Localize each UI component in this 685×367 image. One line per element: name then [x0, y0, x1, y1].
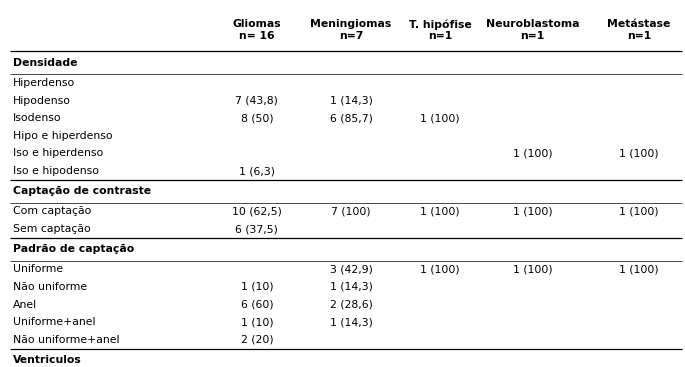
Text: Com captação: Com captação [13, 206, 91, 217]
Text: Padrão de captação: Padrão de captação [13, 244, 134, 254]
Text: 2 (28,6): 2 (28,6) [329, 299, 373, 310]
Text: Hipo e hiperdenso: Hipo e hiperdenso [13, 131, 112, 141]
Text: 7 (100): 7 (100) [332, 206, 371, 217]
Text: Iso e hiperdenso: Iso e hiperdenso [13, 148, 103, 159]
Text: 1 (10): 1 (10) [240, 282, 273, 292]
Text: 1 (10): 1 (10) [240, 317, 273, 327]
Text: 1 (6,3): 1 (6,3) [239, 166, 275, 176]
Text: Neuroblastoma
n=1: Neuroblastoma n=1 [486, 19, 580, 41]
Text: 6 (37,5): 6 (37,5) [236, 224, 278, 234]
Text: 1 (100): 1 (100) [619, 206, 658, 217]
Text: T. hipófise
n=1: T. hipófise n=1 [409, 19, 471, 41]
Text: 1 (100): 1 (100) [421, 206, 460, 217]
Text: 1 (100): 1 (100) [513, 206, 552, 217]
Text: Iso e hipodenso: Iso e hipodenso [13, 166, 99, 176]
Text: 1 (100): 1 (100) [619, 264, 658, 275]
Text: 6 (60): 6 (60) [240, 299, 273, 310]
Text: Hipodenso: Hipodenso [13, 95, 71, 106]
Text: Ventriculos: Ventriculos [13, 355, 82, 365]
Text: Isodenso: Isodenso [13, 113, 62, 123]
Text: Sem captação: Sem captação [13, 224, 91, 234]
Text: Densidade: Densidade [13, 58, 77, 68]
Text: Não uniforme+anel: Não uniforme+anel [13, 335, 119, 345]
Text: 8 (50): 8 (50) [240, 113, 273, 123]
Text: Metástase
n=1: Metástase n=1 [607, 19, 671, 41]
Text: 1 (100): 1 (100) [619, 148, 658, 159]
Text: 1 (14,3): 1 (14,3) [329, 317, 373, 327]
Text: 1 (14,3): 1 (14,3) [329, 95, 373, 106]
Text: 1 (100): 1 (100) [421, 264, 460, 275]
Text: Uniforme: Uniforme [13, 264, 63, 275]
Text: 10 (62,5): 10 (62,5) [232, 206, 282, 217]
Text: 7 (43,8): 7 (43,8) [236, 95, 278, 106]
Text: 1 (100): 1 (100) [513, 148, 552, 159]
Text: 1 (100): 1 (100) [421, 113, 460, 123]
Text: 6 (85,7): 6 (85,7) [329, 113, 373, 123]
Text: 1 (14,3): 1 (14,3) [329, 282, 373, 292]
Text: 1 (100): 1 (100) [513, 264, 552, 275]
Text: Captação de contraste: Captação de contraste [13, 186, 151, 196]
Text: 3 (42,9): 3 (42,9) [329, 264, 373, 275]
Text: Anel: Anel [13, 299, 37, 310]
Text: Uniforme+anel: Uniforme+anel [13, 317, 95, 327]
Text: Não uniforme: Não uniforme [13, 282, 87, 292]
Text: Gliomas
n= 16: Gliomas n= 16 [233, 19, 281, 41]
Text: 2 (20): 2 (20) [240, 335, 273, 345]
Text: Hiperdenso: Hiperdenso [13, 78, 75, 88]
Text: Meningiomas
n=7: Meningiomas n=7 [310, 19, 392, 41]
